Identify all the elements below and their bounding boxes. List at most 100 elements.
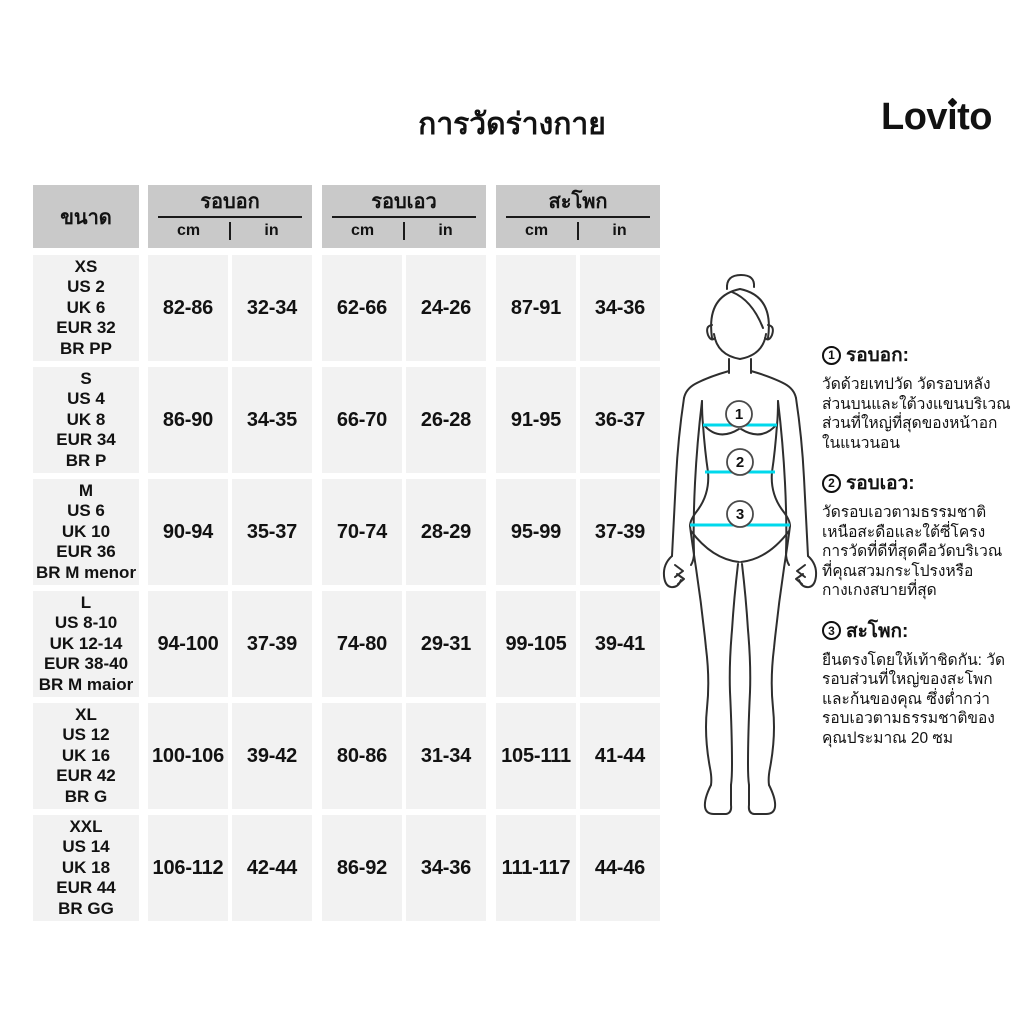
size-cell: XS US 2 UK 6 EUR 32 BR PP — [33, 255, 139, 361]
value-cell: 29-31 — [406, 591, 486, 697]
diamond-tittle — [947, 97, 958, 108]
value-cell: 82-86 — [148, 255, 228, 361]
value-cell: 91-95 — [496, 367, 576, 473]
hair-bun — [725, 274, 756, 290]
value-cell: 90-94 — [148, 479, 228, 585]
waist-group-label: รอบเอว — [371, 191, 437, 213]
circled-number: 3 — [822, 621, 841, 641]
value-cell: 95-99 — [496, 479, 576, 585]
table-row: XS US 2 UK 6 EUR 32 BR PP 82-86 32-34 62-66… — [33, 255, 663, 361]
circled-number: 2 — [822, 473, 841, 493]
value-cell: 39-42 — [232, 703, 312, 809]
size-cell: S US 4 UK 8 EUR 34 BR P — [33, 367, 139, 473]
right-ear — [764, 324, 774, 341]
value-cell: 28-29 — [406, 479, 486, 585]
right-hand — [798, 555, 818, 589]
hip-group-label: สะโพก — [548, 191, 608, 213]
right-shoulder — [750, 370, 797, 399]
right-leg-outer — [767, 525, 791, 786]
right-arm-inner — [777, 400, 790, 566]
marker-bust-circle — [725, 400, 753, 428]
bust-curve-right — [740, 423, 778, 436]
right-leg-inner — [741, 563, 752, 786]
size-column-header: ขนาด — [33, 185, 139, 248]
marker-waist-circle — [726, 448, 754, 476]
page-title: การวัดร่างกาย — [418, 108, 606, 141]
waist-column-header: รอบเอว cm in — [322, 185, 486, 248]
header-rule — [157, 216, 303, 218]
value-cell: 41-44 — [580, 703, 660, 809]
bust-column-header: รอบอก cm in — [148, 185, 312, 248]
value-cell: 34-36 — [580, 255, 660, 361]
value-cell: 26-28 — [406, 367, 486, 473]
bust-group-label: รอบอก — [200, 191, 260, 213]
value-cell: 44-46 — [580, 815, 660, 921]
right-fingers — [795, 573, 804, 585]
value-cell: 80-86 — [322, 703, 402, 809]
jaw-line — [713, 333, 767, 360]
value-cell: 34-36 — [406, 815, 486, 921]
circled-number: 1 — [822, 345, 841, 365]
size-cell: XL US 12 UK 16 EUR 42 BR G — [33, 703, 139, 809]
left-ear — [706, 324, 716, 341]
unit-divider — [403, 222, 405, 240]
waist-unit-cm: cm — [350, 222, 375, 239]
bust-unit-in: in — [264, 222, 279, 239]
table-header-row: ขนาด รอบอก cm in รอบเอว cm in — [33, 185, 663, 248]
instruction-title: รอบอก: — [846, 345, 909, 366]
unit-divider — [577, 222, 579, 240]
value-cell: 34-35 — [232, 367, 312, 473]
left-shoulder — [683, 370, 730, 399]
hip-column-header: สะโพก cm in — [496, 185, 660, 248]
hip-unit-in: in — [612, 222, 627, 239]
brand-logo: Lovı to — [881, 96, 993, 138]
table-row: XXL US 14 UK 18 EUR 44 BR GG 106-112 42-44… — [33, 815, 663, 921]
left-leg-inner — [728, 563, 739, 786]
instruction-body: วัดด้วยเทปวัด วัดรอบหลัง ส่วนบนและใต้วงแ… — [822, 376, 1011, 452]
value-cell: 86-92 — [322, 815, 402, 921]
value-cell: 31-34 — [406, 703, 486, 809]
left-leg-outer — [689, 525, 713, 786]
instruction-block: 2 รอบเอว: วัดรอบเอวตามธรรมชาติ เหนือสะดือแ… — [822, 468, 1024, 601]
value-cell: 36-37 — [580, 367, 660, 473]
value-cell: 99-105 — [496, 591, 576, 697]
value-cell: 70-74 — [322, 479, 402, 585]
bust-unit-cm: cm — [176, 222, 201, 239]
instructions: 1 รอบอก: วัดด้วยเทปวัด วัดรอบหลัง ส่วนบนแล… — [822, 340, 1024, 763]
value-cell: 32-34 — [232, 255, 312, 361]
instruction-block: 1 รอบอก: วัดด้วยเทปวัด วัดรอบหลัง ส่วนบนแล… — [822, 340, 1024, 453]
body-figure-illustration: 1 2 3 — [650, 268, 830, 828]
value-cell: 39-41 — [580, 591, 660, 697]
marker-hip-number: 3 — [736, 506, 744, 523]
size-cell: L US 8-10 UK 12-14 EUR 38-40 BR M maior — [33, 591, 139, 697]
value-cell: 94-100 — [148, 591, 228, 697]
hip-unit-cm: cm — [524, 222, 549, 239]
value-cell: 105-111 — [496, 703, 576, 809]
marker-hip-circle — [726, 500, 754, 528]
table-row: XL US 12 UK 16 EUR 42 BR G 100-106 39-42 80… — [33, 703, 663, 809]
value-cell: 100-106 — [148, 703, 228, 809]
value-cell: 74-80 — [322, 591, 402, 697]
instruction-title: รอบเอว: — [846, 473, 915, 495]
header-rule — [505, 216, 651, 218]
table-rows: XS US 2 UK 6 EUR 32 BR PP 82-86 32-34 62-66… — [33, 255, 663, 921]
hair-sweep — [731, 291, 764, 329]
header-rule — [331, 216, 477, 218]
value-cell: 86-90 — [148, 367, 228, 473]
value-cell: 87-91 — [496, 255, 576, 361]
left-fingers — [676, 573, 685, 585]
value-cell: 24-26 — [406, 255, 486, 361]
bikini-left — [690, 530, 740, 563]
bikini-right — [740, 530, 790, 563]
unit-divider — [229, 222, 231, 240]
value-cell: 111-117 — [496, 815, 576, 921]
table-row: S US 4 UK 8 EUR 34 BR P 86-90 34-35 66-70 26… — [33, 367, 663, 473]
value-cell: 37-39 — [232, 591, 312, 697]
instruction-body: ยืนตรงโดยให้เท้าชิดกัน: วัด รอบส่วนที่ให… — [822, 651, 1006, 747]
body-outline — [662, 274, 818, 815]
waist-unit-in: in — [438, 222, 453, 239]
value-cell: 62-66 — [322, 255, 402, 361]
value-cell: 35-37 — [232, 479, 312, 585]
instruction-body: วัดรอบเอวตามธรรมชาติ เหนือสะดือและใต้ซี่… — [822, 504, 1003, 600]
